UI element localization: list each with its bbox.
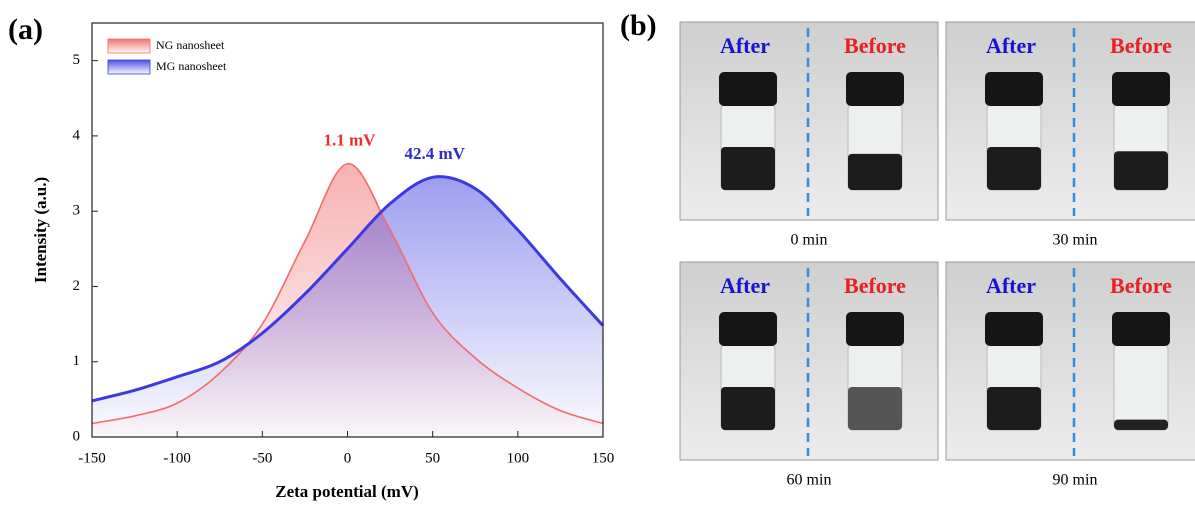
plot: 1.1 mV NG nanosheet 42.4 mV MG nanosheet -15… <box>73 22 615 466</box>
line <box>91 162 604 425</box>
photo-label: Before <box>1110 273 1172 298</box>
photo-label: After <box>986 33 1036 58</box>
vial-cap <box>985 312 1043 346</box>
photo-caption: 30 min <box>1053 232 1098 249</box>
vial-liquid <box>987 387 1041 430</box>
y-axis-label: Intensity (a.u.) <box>31 177 50 283</box>
y-tick-label: 5 <box>73 52 81 68</box>
vial-cap <box>846 72 904 106</box>
vial-liquid <box>987 147 1041 190</box>
y-tick-label: 3 <box>73 203 81 219</box>
vial-liquid <box>848 387 902 430</box>
panel-label: (a) <box>8 13 43 46</box>
y-tick-label: 1 <box>73 353 81 369</box>
x-tick-label: 50 <box>425 450 440 466</box>
photo-caption: 0 min <box>791 232 828 249</box>
vial-liquid <box>1114 151 1168 190</box>
area <box>92 176 603 437</box>
vial-liquid <box>1114 419 1168 430</box>
photo-panel: After Before 0 min After Before 30 min After Be… <box>679 21 1195 489</box>
x-axis-label: Zeta potential (mV) <box>275 482 419 501</box>
photo-label: After <box>720 273 770 298</box>
vial-cap <box>719 72 777 106</box>
photo-label: Before <box>1110 33 1172 58</box>
photo-label: Before <box>844 33 906 58</box>
legend-label: MG nanosheet <box>156 59 227 73</box>
photo-caption: 90 min <box>1053 472 1098 489</box>
photo-label: Before <box>844 273 906 298</box>
x-tick-label: 0 <box>344 450 352 466</box>
annotation: 42.4 mV <box>404 144 465 163</box>
vial-cap <box>985 72 1043 106</box>
x-tick-label: -50 <box>252 450 272 466</box>
x-tick-label: 100 <box>507 450 530 466</box>
panel-label: (b) <box>620 9 657 42</box>
vial-cap <box>846 312 904 346</box>
legend-swatch <box>107 59 151 75</box>
y-tick-label: 4 <box>73 127 81 143</box>
line <box>91 175 605 403</box>
legend-label: NG nanosheet <box>156 38 225 52</box>
vial-glass <box>1113 343 1169 431</box>
photo-label: After <box>986 273 1036 298</box>
vial-cap <box>1112 72 1170 106</box>
y-tick-label: 0 <box>73 428 81 444</box>
x-tick-label: 150 <box>592 450 615 466</box>
vial-cap <box>719 312 777 346</box>
legend-swatch <box>107 38 151 54</box>
x-tick-label: -150 <box>78 450 106 466</box>
photo-label: After <box>720 33 770 58</box>
vial-liquid <box>721 387 775 430</box>
vial-liquid <box>848 153 902 190</box>
y-tick-label: 2 <box>73 278 81 294</box>
annotation: 1.1 mV <box>324 131 377 150</box>
vial-liquid <box>721 147 775 190</box>
photo-caption: 60 min <box>787 472 832 489</box>
vial-cap <box>1112 312 1170 346</box>
x-tick-label: -100 <box>163 450 191 466</box>
